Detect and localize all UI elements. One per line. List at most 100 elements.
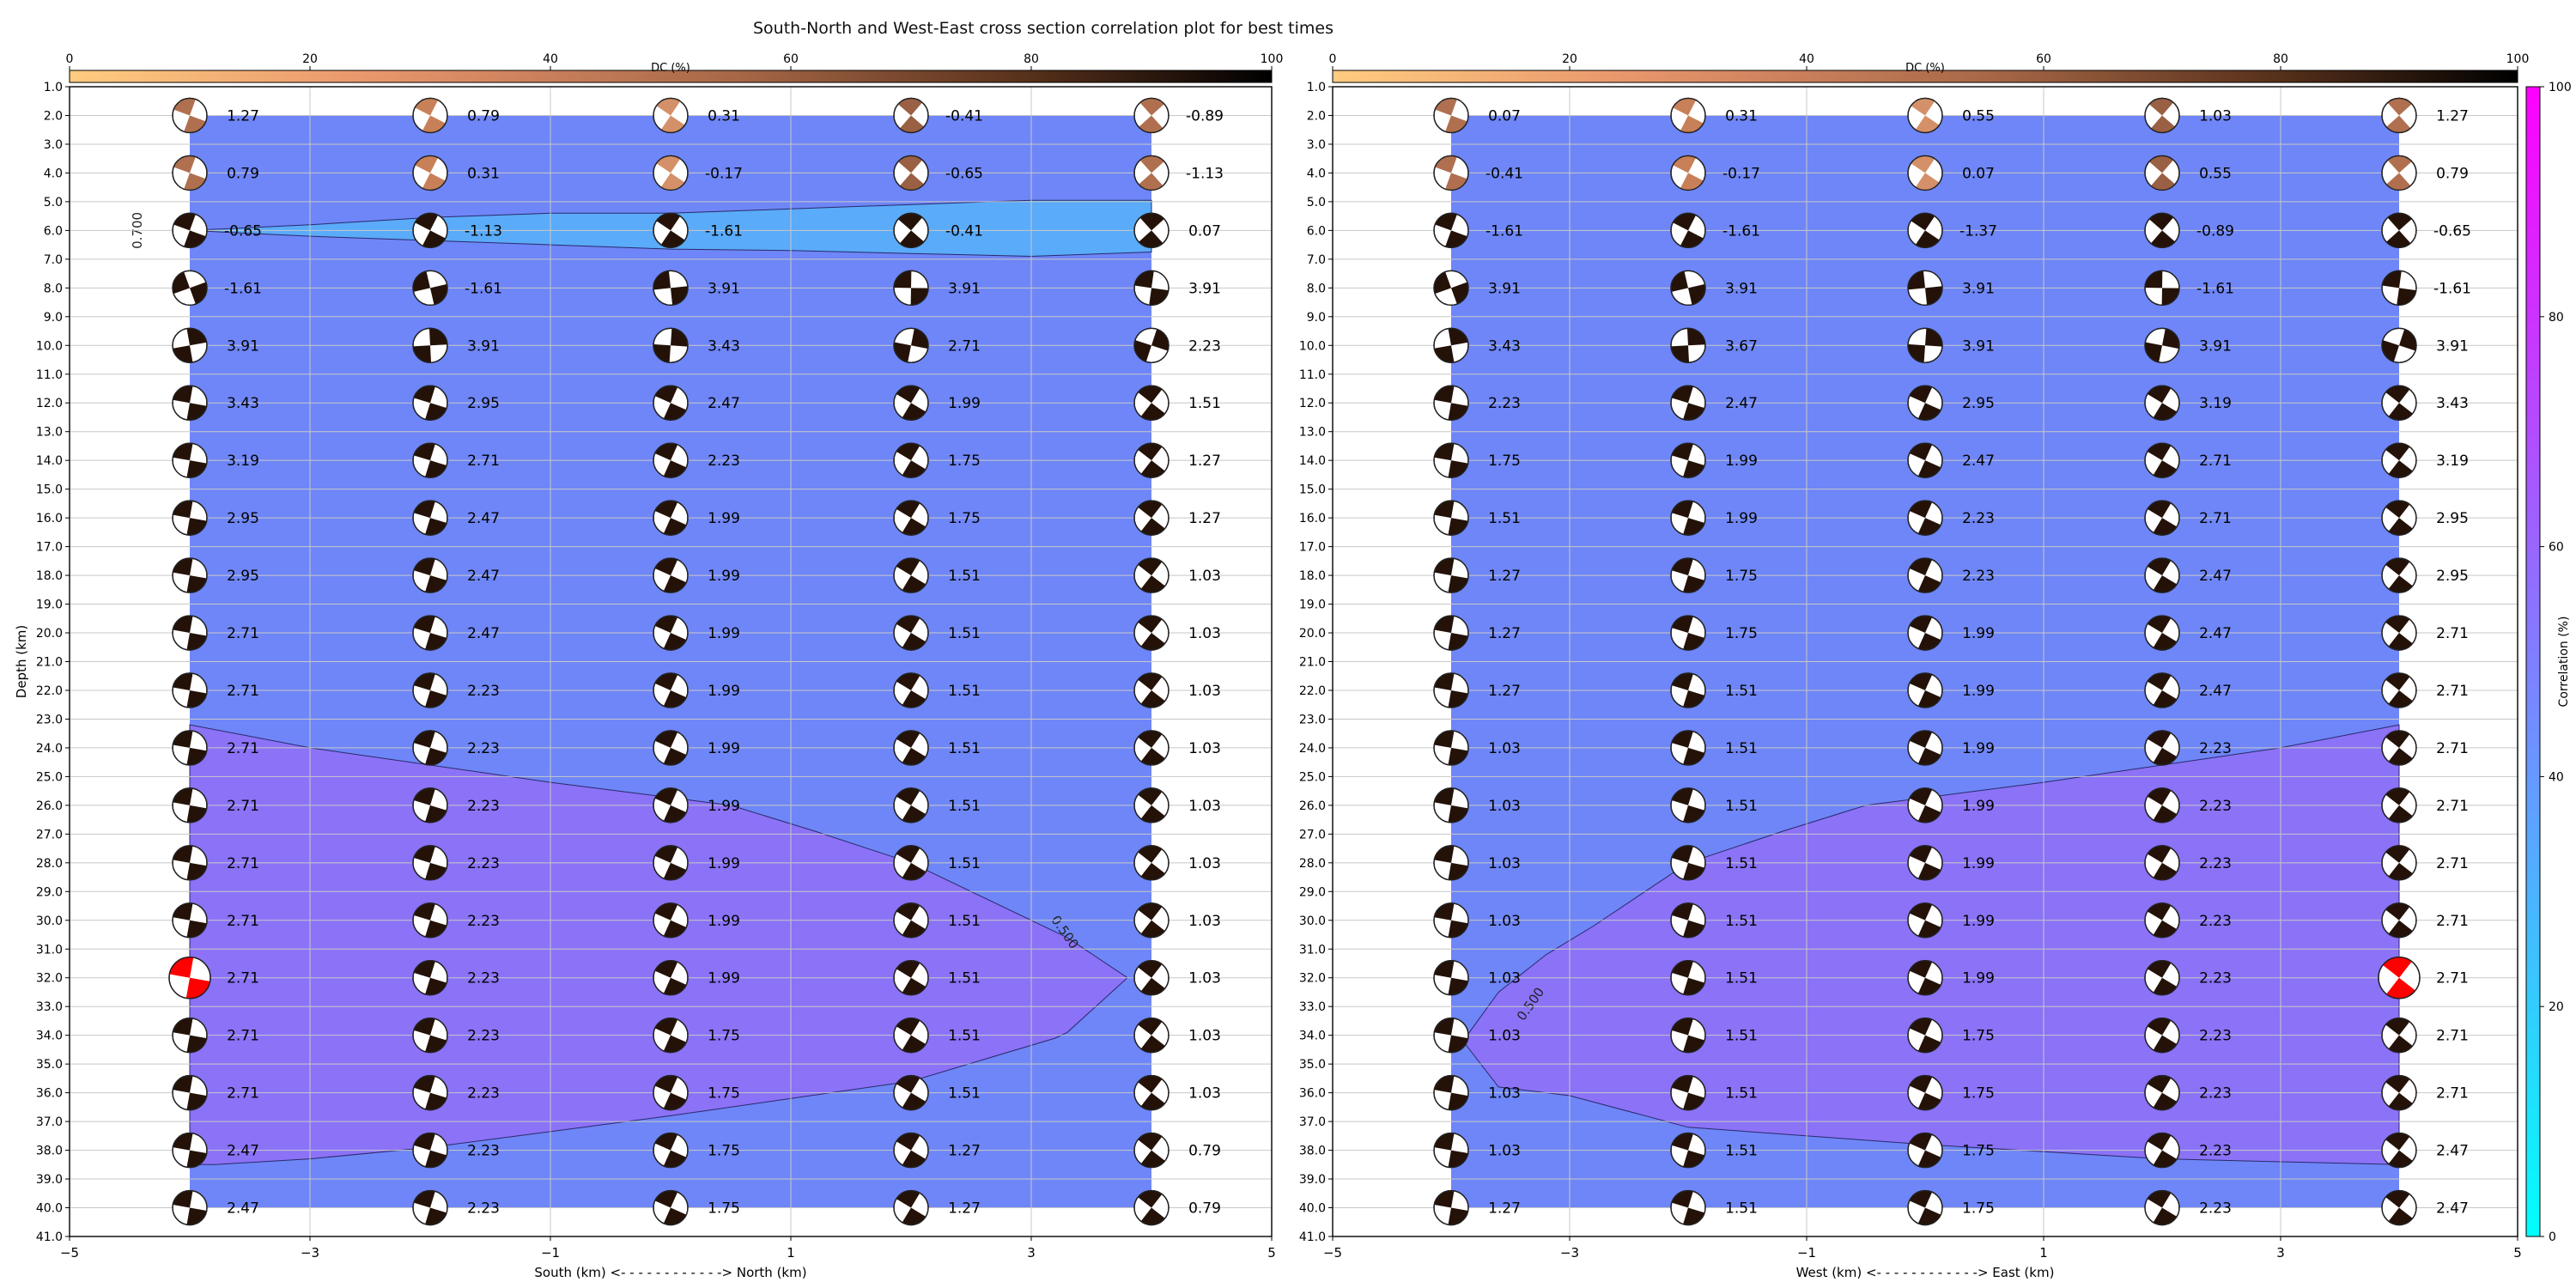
beachball-compressional-quadrant [173,386,193,404]
beachball-marker [412,557,448,593]
beachball-compressional-quadrant [1140,575,1165,593]
time-label: 3.91 [1962,280,1995,297]
beachball-outline [2144,902,2180,939]
y-tick-label: 40.0 [1299,1202,1326,1216]
beachball-outline [1133,672,1170,708]
beachball-marker [1670,730,1706,766]
beachball-outline [1907,672,1943,708]
time-label: 0.31 [467,165,500,182]
time-label: 2.23 [467,798,500,815]
beachball-compressional-quadrant [2150,115,2176,133]
beachball-compressional-quadrant [1139,173,1163,191]
beachball-outline [412,212,448,249]
time-label: 3.19 [2199,395,2232,412]
time-label: -1.61 [465,280,502,297]
beachball-outline [893,960,929,996]
beachball-outline [1670,1074,1706,1111]
beachball-outline [412,787,448,823]
beachball-outline [172,385,208,421]
beachball-marker [2144,615,2180,651]
beachball-marker [1133,155,1170,191]
beachball-compressional-quadrant [1434,501,1455,519]
beachball-outline [2381,902,2417,939]
beachball-compressional-quadrant [1138,845,1163,863]
beachball-marker [2381,557,2417,593]
beachball-marker [1433,845,1469,881]
beachball-marker [1433,1017,1469,1054]
beachball-compressional-quadrant [422,230,446,248]
beachball-compressional-quadrant [415,213,439,231]
time-label: 3.91 [1725,280,1758,297]
time-label: 2.23 [2199,1200,2232,1218]
beachball-compressional-quadrant [2147,960,2172,978]
beachball-compressional-quadrant [2153,518,2178,536]
beachball-compressional-quadrant [186,690,207,708]
beachball-outline [653,155,689,191]
beachball-marker [2381,730,2417,766]
beachball-outline [1433,845,1469,881]
time-label: -1.61 [1722,222,1760,240]
beachball-compressional-quadrant [2147,558,2172,576]
beachball-compressional-quadrant [2147,672,2172,690]
beachball-compressional-quadrant [1680,173,1704,191]
beachball-compressional-quadrant [1917,1207,1941,1225]
correlation-colorbar-tick-label: 0 [2549,1230,2556,1244]
beachball-compressional-quadrant [1138,672,1163,690]
beachball-marker [2144,155,2180,191]
beachball-compressional-quadrant [2383,957,2412,978]
beachball-compressional-quadrant [2147,1190,2172,1208]
beachball-outline [1133,902,1170,939]
beachball-compressional-quadrant [1680,230,1704,248]
time-label: 2.47 [708,395,740,412]
beachball-marker [172,1132,208,1169]
beachball-outline [893,270,929,307]
beachball-marker [1907,327,1943,363]
beachball-marker [1133,212,1170,249]
time-label: -0.65 [224,222,262,240]
beachball-marker [2381,442,2417,478]
beachball-marker [653,270,689,307]
beachball-marker [1433,97,1469,134]
y-tick-label: 4.0 [1307,167,1326,180]
x-tick-label: 3 [2276,1245,2285,1261]
beachball-marker [893,155,929,191]
beachball-compressional-quadrant [1915,230,1940,248]
beachball-marker [1907,385,1943,421]
correlation-colorbar-tick-label: 80 [2549,311,2564,325]
time-label: 2.47 [1962,453,1995,470]
y-tick-label: 11.0 [1299,368,1326,382]
correlation-colorbar-tick-label: 20 [2549,1000,2564,1014]
time-label: 2.71 [227,740,259,757]
time-label: -1.61 [224,280,262,297]
beachball-compressional-quadrant [2147,1133,2172,1151]
time-label: 1.27 [948,1200,981,1218]
beachball-marker [893,615,929,651]
beachball-marker [1907,1074,1943,1111]
beachball-outline [412,270,448,307]
time-label: 1.51 [1188,395,1221,412]
beachball-marker [412,97,448,134]
beachball-compressional-quadrant [653,343,671,363]
beachball-marker [2381,212,2417,249]
beachball-outline [412,97,448,134]
beachball-compressional-quadrant [663,1035,687,1053]
dc-colorbar-tick-label: 20 [1562,52,1577,66]
beachball-outline [412,327,448,363]
beachball-marker [893,1074,929,1111]
beachball-marker [2144,730,2180,766]
dc-colorbar-tick-label: 0 [66,52,74,66]
time-label: 3.91 [1488,280,1521,297]
beachball-outline [893,155,929,191]
beachball-marker [653,155,689,191]
beachball-marker [2144,270,2180,307]
beachball-marker [412,1189,448,1226]
beachball-compressional-quadrant [2385,1190,2410,1208]
beachball-compressional-quadrant [654,960,678,978]
beachball-outline [412,845,448,881]
beachball-outline [1433,902,1469,939]
beachball-marker [2144,212,2180,249]
time-label: 2.71 [227,683,259,700]
y-tick-label: 31.0 [1299,943,1326,957]
